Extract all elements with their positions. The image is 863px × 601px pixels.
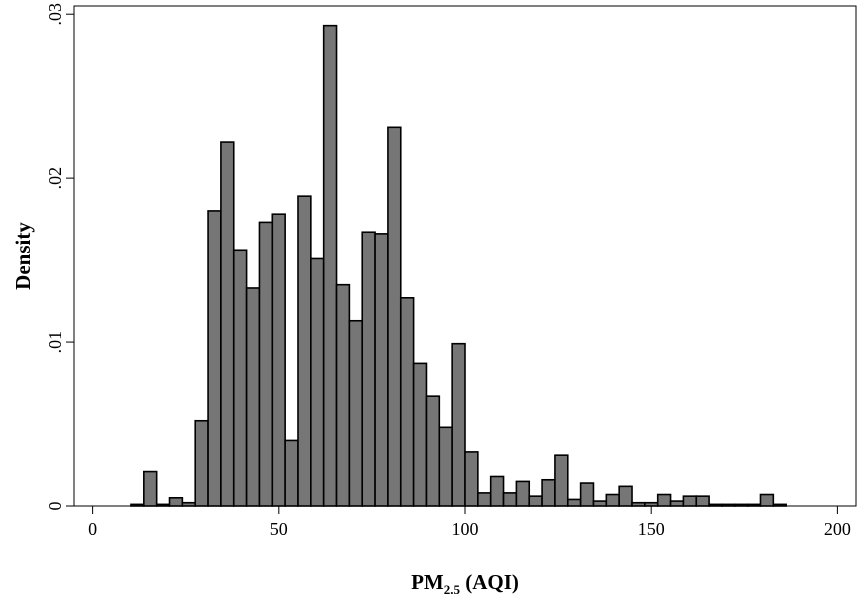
x-tick-label: 100 [452,519,479,539]
histogram-bar [374,233,389,507]
histogram-bar [297,195,312,507]
histogram-bar [310,257,325,507]
x-axis-title-suffix: (AQI) [460,570,519,594]
histogram-bar [656,493,672,507]
histogram-bar [515,480,531,507]
histogram-bar [143,470,158,507]
histogram-bar [271,213,286,507]
histogram-bar [489,475,505,507]
histogram-bar [721,503,736,507]
histogram-bar [477,492,492,507]
histogram-bar [733,503,749,507]
histogram-bar [194,419,209,507]
y-tick-label: .03 [45,3,65,26]
histogram-bar [425,395,441,507]
histogram-bar [258,221,274,507]
histogram-bar [579,482,595,507]
histogram-bar [130,503,145,507]
histogram-bar [348,319,364,507]
histogram-bar [502,492,518,507]
histogram-bar [220,141,235,507]
histogram-bar [605,493,620,507]
x-tick-label: 200 [824,519,851,539]
histogram-bar [464,451,479,507]
histogram-bar [438,426,453,507]
histogram-bar [335,283,351,507]
bars-group [130,24,787,507]
y-axis-ticks: 0 .01 .02 .03 [45,3,74,511]
x-axis-title-main: PM [411,570,444,594]
y-tick-label: 0 [45,502,65,511]
histogram-bar [207,210,222,507]
histogram-bar [631,501,646,507]
histogram-bar [322,24,338,507]
histogram-bar [618,485,633,507]
x-axis-title: PM2.5 (AQI) [411,570,519,597]
histogram-bar [361,231,376,507]
histogram-bar [168,496,184,507]
x-tick-label: 150 [638,519,665,539]
histogram-bar [399,296,415,507]
histogram-bar [245,287,261,507]
histogram-bar [541,478,556,507]
x-tick-label: 50 [270,519,288,539]
histogram-bar [695,495,710,507]
histogram-bar [746,503,762,507]
y-tick-label: .01 [45,331,65,354]
histogram-bar [669,500,685,507]
y-axis-title: Density [11,222,35,290]
x-axis-title-subscript: 2.5 [444,582,461,597]
histogram-bar [759,493,775,507]
histogram-bar [412,362,428,507]
histogram-bar [155,503,171,507]
histogram-bar [592,500,608,507]
x-axis-ticks: 0 50 100 150 200 [88,506,851,539]
x-tick-label: 0 [88,519,97,539]
histogram-bar [181,501,197,507]
histogram-bar [772,503,787,507]
y-tick-label: .02 [45,167,65,190]
histogram-bar [284,439,299,507]
histogram-bar [566,498,582,507]
histogram-bar [232,249,248,507]
histogram-bar [387,126,402,507]
histogram-bar [528,495,543,507]
histogram-bar [682,495,698,507]
histogram-bar [708,503,723,507]
histogram-bar [644,501,659,507]
histogram-bar [554,454,569,507]
histogram-bar [451,342,466,507]
